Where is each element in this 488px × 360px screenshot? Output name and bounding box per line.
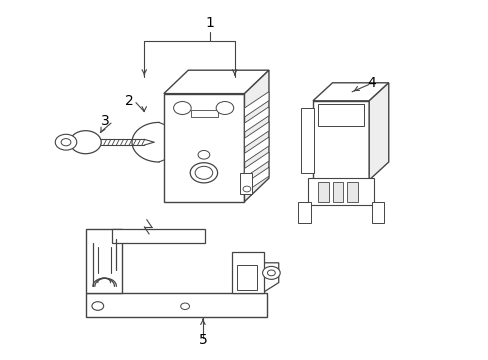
Bar <box>232 252 264 293</box>
Circle shape <box>92 302 103 310</box>
Circle shape <box>70 131 101 154</box>
Bar <box>332 182 343 202</box>
Polygon shape <box>244 91 268 117</box>
Circle shape <box>216 102 233 114</box>
Circle shape <box>190 163 217 183</box>
Bar <box>85 293 266 317</box>
Bar <box>317 182 328 202</box>
Polygon shape <box>368 83 388 180</box>
Bar <box>190 110 217 117</box>
Circle shape <box>198 150 209 159</box>
Circle shape <box>195 166 212 179</box>
Text: 4: 4 <box>366 76 375 90</box>
Circle shape <box>243 186 250 192</box>
Bar <box>317 104 364 126</box>
Bar <box>371 202 383 223</box>
Bar <box>237 265 256 290</box>
Bar <box>239 173 251 194</box>
Circle shape <box>173 102 191 114</box>
Circle shape <box>267 270 275 276</box>
Circle shape <box>61 139 71 146</box>
Polygon shape <box>163 70 268 94</box>
Circle shape <box>262 266 280 279</box>
Polygon shape <box>244 137 268 162</box>
Circle shape <box>55 134 77 150</box>
Text: 1: 1 <box>205 17 214 30</box>
Bar <box>346 182 357 202</box>
Polygon shape <box>244 152 268 177</box>
Bar <box>312 101 368 180</box>
Polygon shape <box>244 107 268 132</box>
Text: 3: 3 <box>101 114 109 127</box>
Polygon shape <box>244 122 268 147</box>
Bar <box>112 229 205 243</box>
Polygon shape <box>261 263 278 293</box>
Bar <box>300 108 314 173</box>
Bar <box>298 202 310 223</box>
Text: 2: 2 <box>125 94 134 108</box>
Text: 5: 5 <box>198 333 207 347</box>
Bar <box>307 178 373 205</box>
Polygon shape <box>244 167 268 193</box>
Bar <box>85 229 122 293</box>
Polygon shape <box>244 70 268 202</box>
Polygon shape <box>312 83 388 101</box>
Circle shape <box>180 303 189 310</box>
Bar <box>163 94 244 202</box>
